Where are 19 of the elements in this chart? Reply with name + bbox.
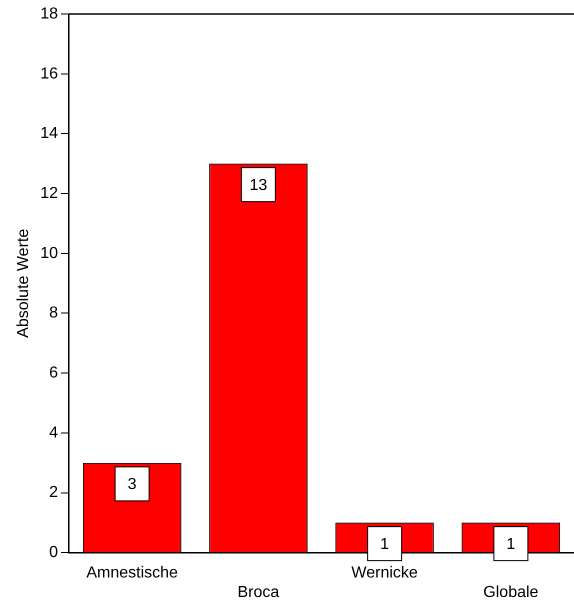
y-tick-label: 6 <box>49 364 58 382</box>
y-tick-label: 12 <box>40 184 58 202</box>
x-tick-label: Broca <box>237 584 280 601</box>
x-tick-label: Globale <box>483 584 539 601</box>
y-tick-label: 10 <box>40 244 58 262</box>
data-label: 1 <box>380 536 390 554</box>
data-label: 13 <box>249 177 268 194</box>
data-label: 3 <box>128 476 137 494</box>
y-tick-label: 14 <box>40 125 58 142</box>
y-axis-title: Absolute Werte <box>15 228 32 338</box>
y-tick-label: 8 <box>49 304 58 322</box>
x-tick-label: Amnestische <box>86 564 178 582</box>
y-tick-label: 2 <box>49 484 58 502</box>
y-tick-label: 16 <box>40 65 58 82</box>
data-label: 1 <box>506 536 516 554</box>
y-tick-label: 4 <box>49 424 58 442</box>
y-tick-label: 0 <box>49 544 58 562</box>
y-tick-label: 18 <box>40 5 58 22</box>
x-tick-label: Wernicke <box>351 564 418 582</box>
